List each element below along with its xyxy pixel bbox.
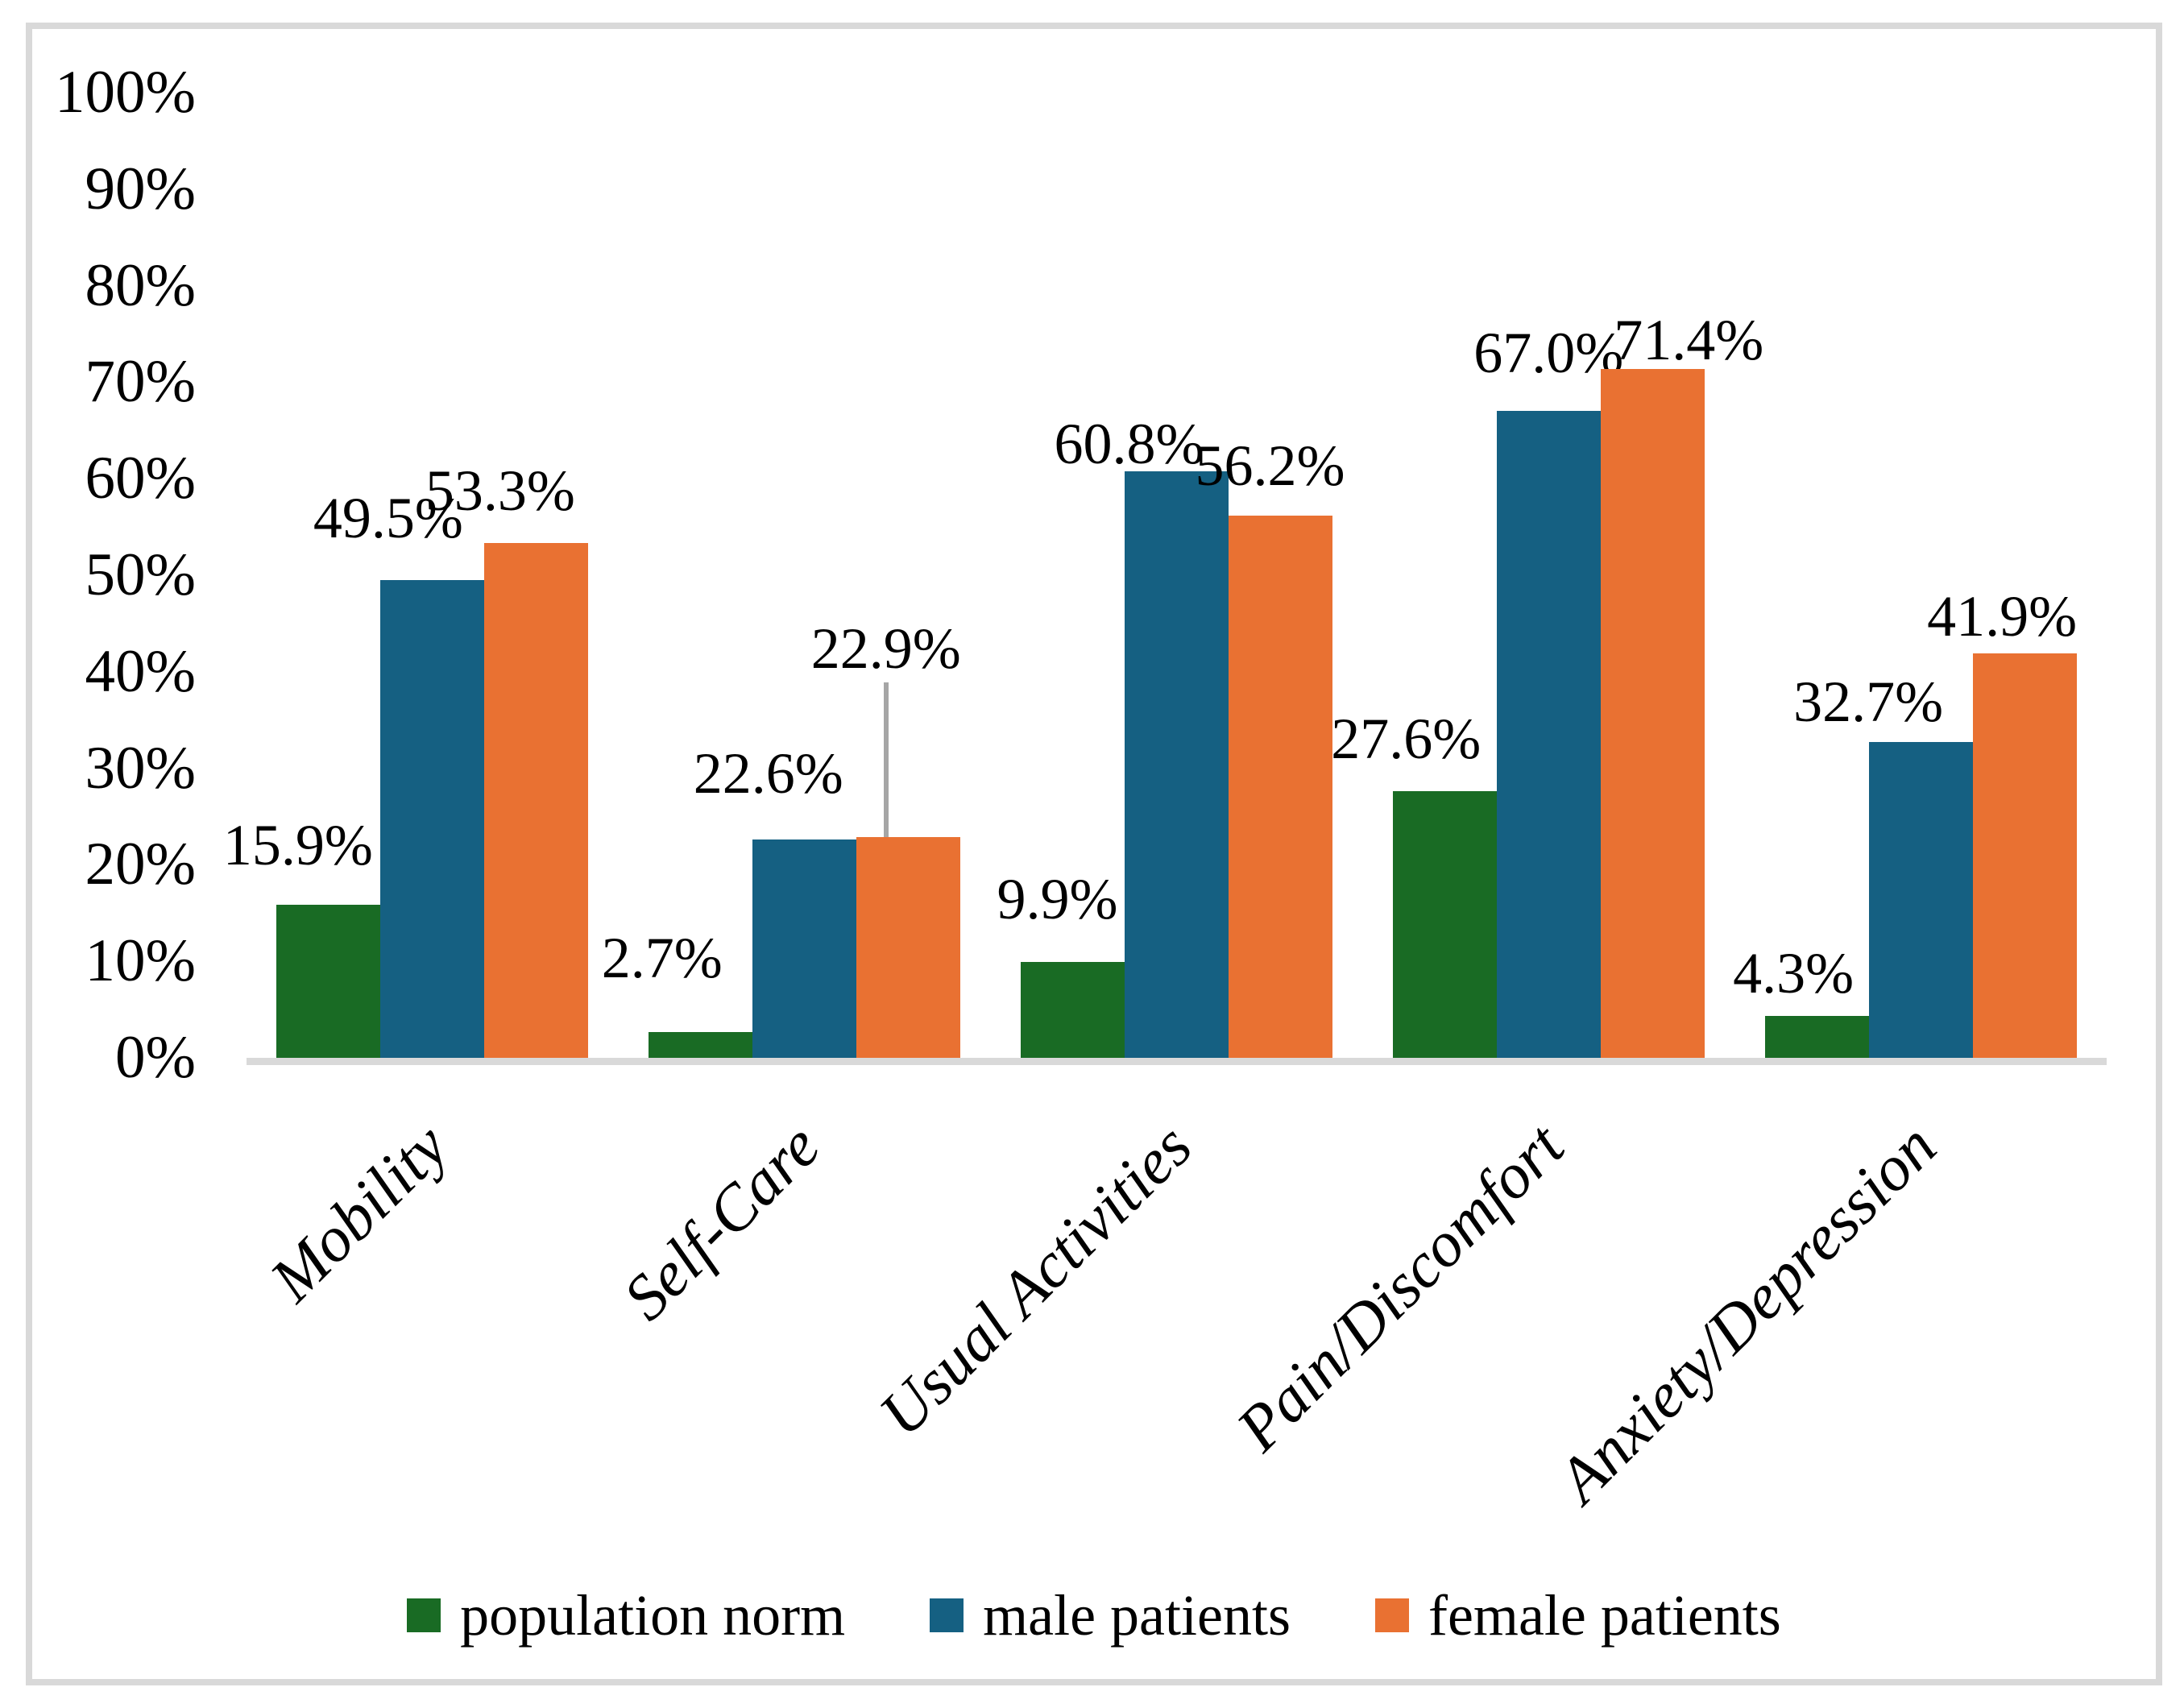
bar-label: 22.6%: [693, 741, 843, 806]
bar: [752, 839, 857, 1058]
y-tick-label: 90%: [85, 155, 196, 222]
legend-label-male-patients: male patients: [983, 1583, 1291, 1648]
bar: [1764, 1016, 1869, 1058]
category-label: Usual Activities: [866, 1110, 1206, 1450]
bar: [1496, 411, 1601, 1058]
legend-label-female-patients: female patients: [1428, 1583, 1781, 1648]
bar-label: 41.9%: [1927, 584, 2078, 649]
category-label: Self-Care: [610, 1110, 834, 1334]
bar-label: 56.2%: [1195, 433, 1345, 498]
x-axis-line: [247, 1058, 2107, 1065]
bar-label: 22.9%: [810, 616, 961, 681]
leader-line: [883, 682, 889, 837]
y-tick-label: 70%: [85, 348, 196, 416]
bar: [1125, 471, 1229, 1058]
bar: [484, 543, 589, 1058]
bar-label: 4.3%: [1733, 941, 1855, 1006]
bar: [276, 904, 381, 1058]
bar-label: 9.9%: [997, 867, 1118, 932]
y-tick-label: 60%: [85, 445, 196, 512]
y-tick-label: 80%: [85, 251, 196, 319]
bar: [1972, 653, 2077, 1058]
bar: [1021, 962, 1125, 1058]
legend: population norm male patients female pat…: [32, 1582, 2156, 1649]
y-tick-label: 0%: [115, 1024, 196, 1091]
bar: [856, 836, 961, 1058]
legend-item-male-patients: male patients: [930, 1582, 1291, 1649]
bar-label: 53.3%: [425, 458, 575, 524]
bar: [649, 1031, 753, 1058]
y-tick-label: 30%: [85, 734, 196, 802]
chart-frame: 0% 10% 20% 30% 40% 50% 60% 70% 80% 90% 100% 15.9% 49…: [26, 23, 2162, 1685]
category-label: Mobility: [256, 1110, 462, 1316]
legend-item-female-patients: female patients: [1375, 1582, 1781, 1649]
legend-swatch-female-patients: [1375, 1598, 1409, 1632]
bar-label: 49.5%: [313, 485, 463, 550]
legend-label-population-norm: population norm: [460, 1583, 846, 1648]
category-label: Anxiety/Depression: [1544, 1110, 1950, 1516]
bar-label: 60.8%: [1054, 411, 1204, 476]
legend-swatch-male-patients: [930, 1598, 964, 1632]
y-tick-label: 40%: [85, 637, 196, 705]
legend-item-population-norm: population norm: [407, 1582, 845, 1649]
bar-label: 71.4%: [1614, 307, 1764, 372]
bar: [1868, 742, 1973, 1058]
bar-label: 32.7%: [1793, 670, 1944, 735]
bar: [1229, 515, 1332, 1058]
bar-label: 27.6%: [1331, 707, 1482, 772]
bar: [380, 579, 485, 1058]
y-tick-label: 100%: [55, 59, 196, 126]
bar-label: 2.7%: [601, 925, 723, 990]
bar: [1600, 368, 1705, 1058]
bar-label: 67.0%: [1473, 321, 1624, 386]
bar: [1392, 791, 1497, 1058]
category-label: Pain/Discomfort: [1223, 1110, 1578, 1465]
bar-label: 15.9%: [222, 812, 373, 877]
legend-swatch-population-norm: [407, 1598, 441, 1632]
y-tick-label: 20%: [85, 831, 196, 898]
y-tick-label: 50%: [85, 541, 196, 608]
y-tick-label: 10%: [85, 927, 196, 995]
